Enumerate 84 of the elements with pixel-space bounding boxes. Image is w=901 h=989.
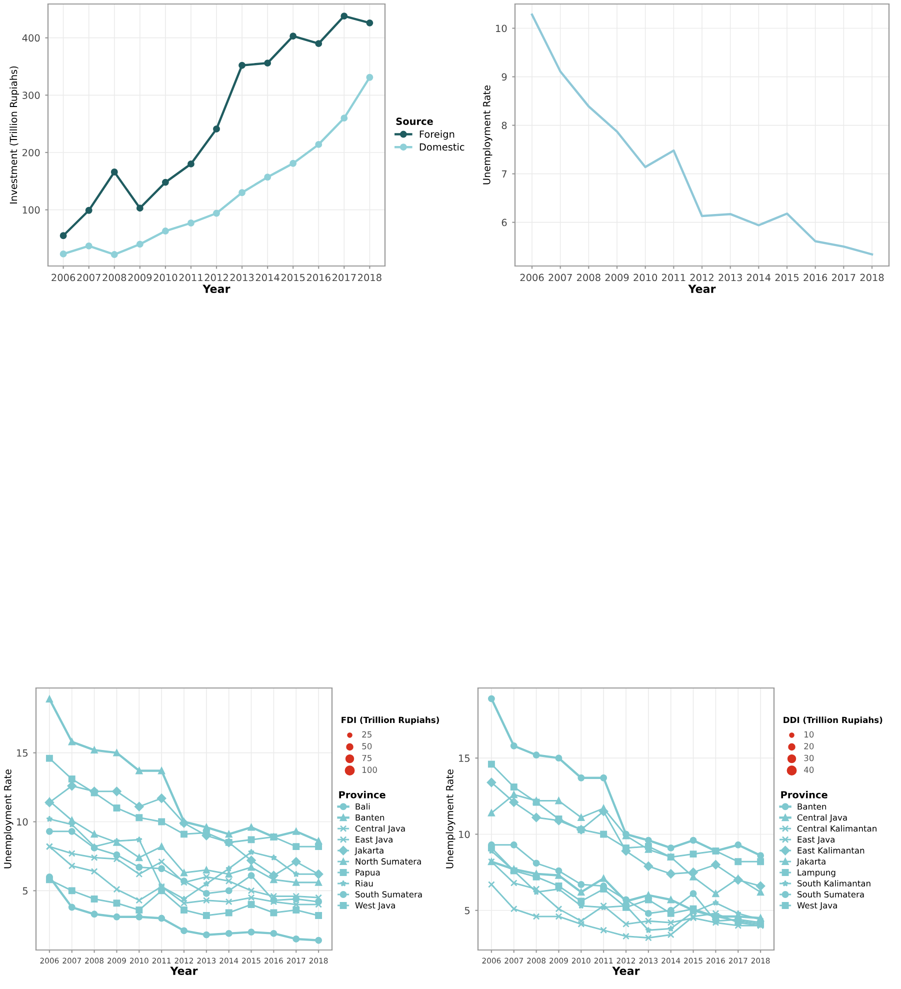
y-tick-label: 8 [502, 122, 507, 130]
x-tick-label: 2013 [230, 274, 254, 282]
y-tick-label: 10 [496, 24, 507, 32]
legend-label: South Sumatera [356, 891, 422, 898]
text: 40 [804, 766, 814, 773]
text: 30 [804, 754, 814, 762]
y-tick-label: 200 [22, 148, 40, 156]
y-tick-label: 10 [17, 818, 28, 826]
legend-label: Jakarta [354, 847, 384, 856]
legend-title: Province [339, 790, 386, 798]
y-tick-label: 300 [22, 92, 40, 99]
x-tick-label: 2011 [662, 274, 686, 282]
x-tick-label: 2006 [520, 274, 544, 282]
text: 75 [362, 754, 372, 762]
legend-label: Bali [356, 803, 370, 810]
x-tick-label: 2014 [747, 274, 770, 282]
x-tick-label: 2008 [102, 274, 126, 282]
x-axis-title: Year [612, 966, 640, 976]
legend-title: Province [781, 790, 828, 798]
text: FDI (Trillion Rupiahs) [342, 716, 439, 725]
y-tick-label: 400 [22, 34, 40, 42]
x-tick-label: 2018 [358, 274, 382, 282]
y-tick-label: 15 [459, 754, 470, 762]
x-tick-label: 2010 [634, 274, 658, 282]
legend-label: Papua [356, 869, 380, 878]
y-tick-label: 100 [22, 206, 40, 214]
legend-label: Riau [356, 880, 373, 887]
legend-label: Banten [356, 814, 384, 821]
y-axis-title: Investment (Trillion Rupiahs) [10, 66, 20, 204]
legend-label: Lampung [798, 869, 836, 878]
x-tick-label: 2007 [77, 274, 100, 282]
y-axis-title: Unemployment Rate [4, 769, 14, 868]
legend-label: East Kalimantan [798, 847, 864, 854]
x-tick-label: 2017 [332, 274, 356, 282]
text: 10 [804, 731, 814, 738]
y-tick-label: 7 [502, 170, 507, 178]
y-tick-label: 10 [459, 830, 470, 838]
legend-label: West Java [355, 902, 395, 910]
text: 50 [362, 743, 372, 750]
y-axis-title: Unemployment Rate [446, 769, 456, 868]
y-tick-label: 6 [502, 218, 507, 226]
legend-label: Jakarta [796, 858, 826, 866]
text: DDI (Trillion Rupiahs) [784, 716, 882, 725]
x-tick-label: 2012 [204, 274, 228, 282]
x-axis-title: Year [688, 284, 716, 294]
x-tick-label: 2017 [832, 274, 856, 282]
x-tick-label: 2008 [577, 274, 600, 282]
x-tick-label: 2010 [154, 274, 178, 282]
legend-label: East Java [798, 836, 834, 844]
legend-label: West Java [797, 902, 837, 910]
text: 100 [362, 766, 377, 773]
x-tick-label: 2016 [306, 274, 330, 282]
x-tick-label: 2006 [52, 274, 76, 282]
x-axis-title: Year [202, 284, 230, 294]
x-tick-label: 2016 [804, 274, 828, 282]
legend-label: South Sumatera [798, 891, 864, 898]
text: 25 [362, 731, 372, 738]
x-tick-label: 2009 [605, 274, 629, 282]
x-tick-label: 2013 [718, 274, 742, 282]
x-axis-title: Year [170, 966, 198, 976]
legend-label: Central Kalimantan [797, 825, 876, 832]
y-tick-label: 15 [17, 749, 28, 757]
x-tick-label: 2007 [548, 274, 572, 282]
x-tick-label: 2014 [256, 274, 280, 282]
y-axis-title: Unemployment Rate [482, 85, 492, 184]
text: 20 [804, 743, 814, 750]
legend-label: Domestic [420, 143, 464, 151]
x-tick-label: 2012 [690, 274, 714, 282]
legend-label: South Kalimantan [798, 880, 870, 887]
y-tick-label: 5 [22, 887, 28, 895]
y-tick-label: 9 [502, 73, 507, 81]
legend-label: East Java [356, 836, 392, 844]
legend-label: Foreign [420, 130, 454, 140]
x-tick-label: 2009 [128, 274, 152, 282]
legend-label: Central Java [797, 814, 847, 822]
legend-title: Source [396, 118, 433, 126]
x-tick-label: 2015 [281, 274, 305, 282]
legend-label: North Sumatera [356, 858, 421, 865]
x-tick-label: 2011 [179, 274, 202, 282]
y-tick-label: 5 [464, 907, 470, 914]
legend-label: Central Java [355, 825, 405, 834]
legend-label: Banten [798, 803, 826, 810]
x-tick-label: 2018 [860, 274, 884, 282]
x-tick-label: 2015 [775, 274, 799, 282]
